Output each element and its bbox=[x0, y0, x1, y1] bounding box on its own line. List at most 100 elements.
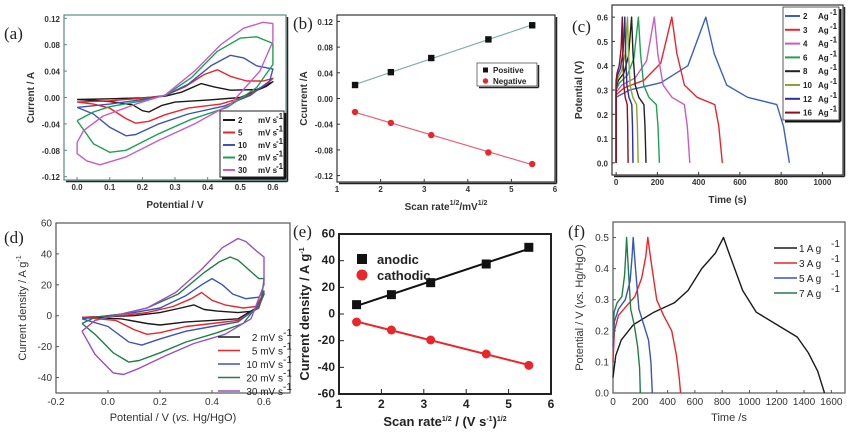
x-tick-label: 4 bbox=[466, 185, 471, 194]
legend-sup: -1 bbox=[830, 63, 838, 72]
x-axis-label: Scan rate1/2 / (V s-1)1/2 bbox=[383, 414, 506, 429]
y-tick-label: 0.3 bbox=[597, 87, 609, 96]
legend-sup: -1 bbox=[830, 77, 838, 86]
legend-sup: -1 bbox=[276, 137, 284, 146]
axis-label-part: Time /s bbox=[711, 412, 747, 424]
legend-label: 10 mV s bbox=[246, 360, 283, 371]
legend-label: 30 mV s bbox=[246, 387, 283, 398]
y-tick-label: 0.04 bbox=[44, 68, 60, 77]
axis-label-part: Current / A bbox=[26, 72, 37, 123]
y-tick-label: 0.12 bbox=[317, 18, 333, 27]
fit-line-1 bbox=[354, 111, 533, 166]
x-tick-label: 3 bbox=[420, 397, 427, 411]
x-tick-label: 0.4 bbox=[205, 397, 219, 408]
axis-label-part: Current density / A g bbox=[297, 254, 312, 381]
series-line-0 bbox=[612, 236, 826, 394]
x-tick-label: 2 bbox=[378, 397, 385, 411]
panel-label: (a) bbox=[4, 24, 23, 43]
x-tick-label: 1400 bbox=[793, 397, 816, 408]
y-axis-label: Potential / V (vs. Hg/HgO) bbox=[574, 244, 586, 371]
axis-label-part: 1/2 bbox=[442, 416, 452, 423]
axis-label-part: Current density / A g bbox=[17, 262, 29, 361]
axis-label-part: Ccurrent /A bbox=[299, 71, 310, 125]
y-tick-label: 0.04 bbox=[317, 69, 333, 78]
x-axis-label: Potential / V (vs. Hg/HgO) bbox=[110, 412, 237, 424]
x-tick-label: -0.2 bbox=[47, 397, 65, 408]
fit-line-0 bbox=[356, 247, 530, 307]
y-tick-label: -0.04 bbox=[315, 121, 334, 130]
x-tick-label: 800 bbox=[714, 397, 731, 408]
data-point bbox=[428, 131, 435, 139]
axis-label-part: / (V s bbox=[452, 414, 487, 429]
legend-unit: Ag bbox=[818, 26, 829, 35]
legend-label: 2 bbox=[238, 116, 243, 125]
legend-sup: -1 bbox=[276, 125, 284, 134]
axis-label-part: Scan rate bbox=[405, 202, 450, 213]
y-tick-label: 40 bbox=[322, 253, 336, 267]
legend-label: 16 bbox=[803, 109, 812, 118]
x-tick-label: 0.6 bbox=[257, 397, 271, 408]
x-tick-label: 4 bbox=[463, 397, 470, 411]
y-tick-label: -60 bbox=[318, 387, 336, 401]
axis-label-part: Potential / V ( bbox=[110, 412, 176, 424]
y-tick-label: 0.08 bbox=[44, 41, 60, 50]
series-line-5 bbox=[615, 16, 639, 163]
data-point bbox=[352, 317, 362, 327]
axis-label-part: vs. bbox=[574, 291, 586, 305]
axis-label-part: Potential / V bbox=[146, 200, 204, 211]
series-line-3 bbox=[81, 256, 265, 363]
y-tick-label: 0.00 bbox=[44, 94, 60, 103]
data-point bbox=[524, 242, 534, 252]
x-axis-label: Scan rate1/2/mV1/2 bbox=[405, 200, 488, 213]
series-line-1 bbox=[81, 291, 265, 335]
axis-label-part: /mV bbox=[459, 202, 478, 213]
x-tick-label: 0.2 bbox=[137, 183, 149, 192]
y-tick-label: 0 bbox=[328, 307, 335, 321]
y-tick-label: 0.3 bbox=[595, 295, 609, 306]
legend-sup: -1 bbox=[283, 328, 292, 339]
x-axis-label: Time /s bbox=[711, 412, 747, 424]
series-line-0 bbox=[615, 16, 791, 164]
series-line-2 bbox=[612, 236, 653, 394]
legend-unit: Ag bbox=[818, 53, 829, 62]
data-point bbox=[481, 259, 491, 269]
x-tick-label: 0.4 bbox=[202, 183, 214, 192]
panel-label: (f) bbox=[568, 222, 585, 241]
y-tick-label: 60 bbox=[41, 219, 53, 230]
legend-sup: -1 bbox=[831, 269, 840, 280]
legend-unit: mV s bbox=[258, 141, 278, 150]
legend-sup: -1 bbox=[831, 239, 840, 250]
y-tick-label: -20 bbox=[318, 333, 336, 347]
y-tick-label: 0.1 bbox=[597, 135, 609, 144]
legend-label: cathodic bbox=[377, 268, 430, 283]
y-tick-label: 40 bbox=[41, 249, 53, 260]
x-tick-label: 0.5 bbox=[235, 183, 247, 192]
legend-sup: -1 bbox=[831, 284, 840, 295]
x-tick-label: 600 bbox=[733, 178, 747, 187]
legend-sup: -1 bbox=[830, 36, 838, 45]
legend-label: 1 A g bbox=[799, 244, 821, 255]
x-tick-label: 0.1 bbox=[104, 183, 116, 192]
x-axis-label: Time (s) bbox=[708, 195, 746, 206]
y-tick-label: 20 bbox=[41, 280, 53, 291]
y-tick-label: 0.5 bbox=[595, 233, 609, 244]
y-tick-label: 0.0 bbox=[597, 159, 609, 168]
y-tick-label: -0.12 bbox=[315, 172, 334, 181]
legend-sup: -1 bbox=[276, 162, 284, 171]
panel-f: (f) 0 200 400 600 800 1000 1200 1400 1600 0.0 0.1 0.… bbox=[568, 221, 846, 424]
legend-unit: mV s bbox=[258, 116, 278, 125]
y-tick-label: 0.6 bbox=[597, 14, 609, 23]
axis-label-part: Time (s) bbox=[708, 195, 746, 206]
y-tick-label: 0.5 bbox=[597, 38, 609, 47]
legend-label: 3 A g bbox=[799, 259, 821, 270]
legend-sup: -1 bbox=[276, 150, 284, 159]
legend-label: anodic bbox=[377, 252, 419, 267]
panel-label: (d) bbox=[4, 228, 24, 247]
x-axis-label: Potential / V bbox=[146, 200, 204, 211]
legend-unit: mV s bbox=[258, 129, 278, 138]
legend-unit: Ag bbox=[818, 81, 829, 90]
x-tick-label: 400 bbox=[659, 397, 676, 408]
panel-label: (e) bbox=[293, 222, 312, 241]
y-tick-label: -0.12 bbox=[42, 173, 61, 182]
axis-label-part: Potential / V ( bbox=[574, 304, 586, 370]
